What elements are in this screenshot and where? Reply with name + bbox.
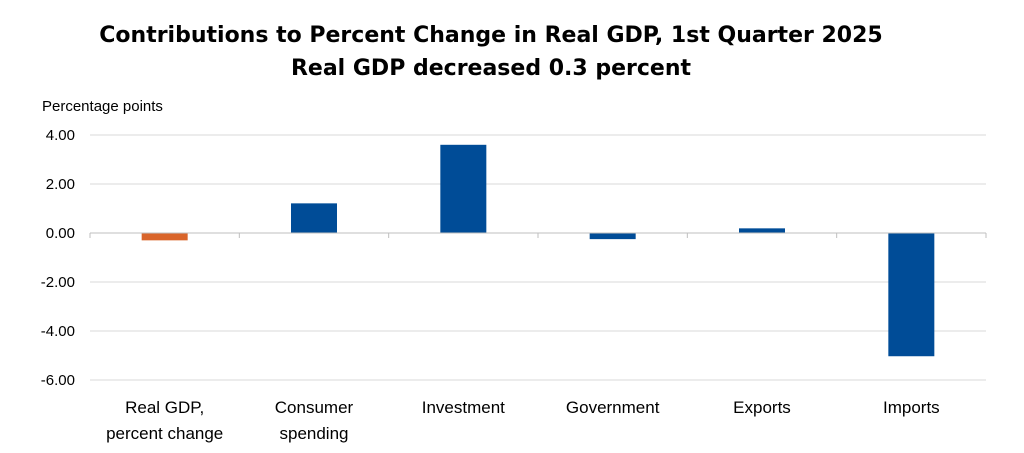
bars: [141, 144, 935, 357]
x-category-label: Real GDP,: [125, 398, 204, 417]
chart-subtitle: Real GDP decreased 0.3 percent: [291, 56, 692, 81]
x-category-label: Consumer: [275, 398, 354, 417]
category-labels: Real GDP, percent change Consumer spending I…: [106, 398, 940, 443]
bar: [739, 228, 785, 233]
y-tick-label: -2.00: [41, 274, 75, 291]
bar: [589, 233, 636, 240]
x-category-label: percent change: [106, 424, 223, 443]
zero-axis: [89, 232, 987, 238]
y-tick-label: 4.00: [46, 127, 75, 144]
y-axis-ticks: 4.00 2.00 0.00 -2.00 -4.00 -6.00: [41, 127, 75, 389]
x-category-label: Imports: [883, 398, 940, 417]
bar: [141, 233, 188, 241]
chart-title: Contributions to Percent Change in Real …: [99, 23, 882, 48]
x-category-label: Government: [566, 398, 660, 417]
gridlines: [90, 134, 986, 381]
y-tick-label: 2.00: [46, 176, 75, 193]
x-category-label: Investment: [422, 398, 505, 417]
y-tick-label: -4.00: [41, 323, 75, 340]
x-category-label: Exports: [733, 398, 791, 417]
bar: [440, 144, 487, 233]
y-tick-label: 0.00: [46, 225, 75, 242]
bar: [291, 203, 337, 233]
x-category-label: spending: [279, 424, 348, 443]
bar: [888, 233, 935, 357]
y-tick-label: -6.00: [41, 372, 75, 389]
y-axis-label: Percentage points: [42, 98, 163, 115]
